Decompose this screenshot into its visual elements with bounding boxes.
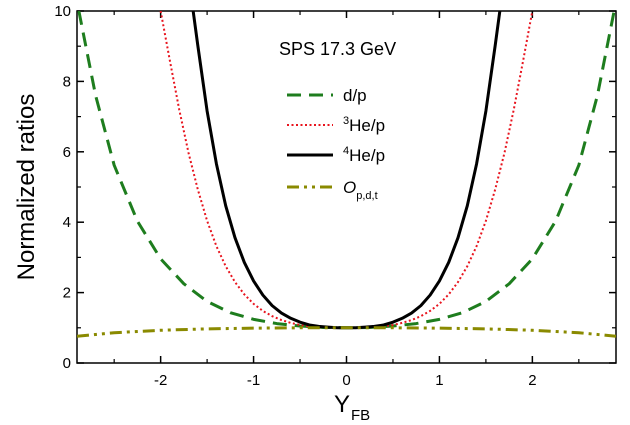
legend-label-subscript: p,d,t [356, 190, 377, 202]
y-tick-label: 0 [63, 355, 71, 372]
legend-label-main: He/p [349, 146, 385, 165]
legend-label-superscript: 4 [343, 145, 349, 157]
legend-label-main: He/p [349, 116, 385, 135]
y-tick-label: 2 [63, 285, 71, 302]
series-layer [77, 11, 616, 338]
y-axis-label: Normalized ratios [13, 94, 40, 281]
x-tick-label: -2 [154, 372, 167, 389]
axis-tick-labels: -2 -1 0 1 2 0 2 4 6 8 10 [54, 3, 536, 389]
chart-annotation: SPS 17.3 GeV [279, 39, 396, 59]
y-tick-label: 4 [63, 214, 71, 231]
legend-label: 3He/p [343, 115, 385, 135]
x-tick-label: 1 [435, 372, 443, 389]
x-tick-label: 2 [528, 372, 536, 389]
legend-label-superscript: 3 [343, 115, 349, 127]
x-axis-label: Y [334, 391, 350, 418]
legend-label-main: d/p [343, 86, 367, 105]
y-tick-label: 10 [54, 3, 71, 20]
series-line-3he-p [159, 11, 534, 329]
x-axis-label-main: Y [334, 391, 350, 418]
y-tick-label: 8 [63, 73, 71, 90]
x-tick-label: 0 [342, 372, 350, 389]
legend-label-main: O [343, 178, 356, 197]
series-line-o-p-d-t [77, 326, 616, 338]
legend-label: d/p [343, 86, 367, 105]
legend-label: 4He/p [343, 145, 385, 165]
axis-ticks [77, 10, 616, 364]
y-tick-label: 6 [63, 144, 71, 161]
x-tick-label: -1 [247, 372, 260, 389]
x-axis-label-subscript: FB [351, 407, 370, 424]
legend-label: Op,d,t [343, 178, 378, 202]
